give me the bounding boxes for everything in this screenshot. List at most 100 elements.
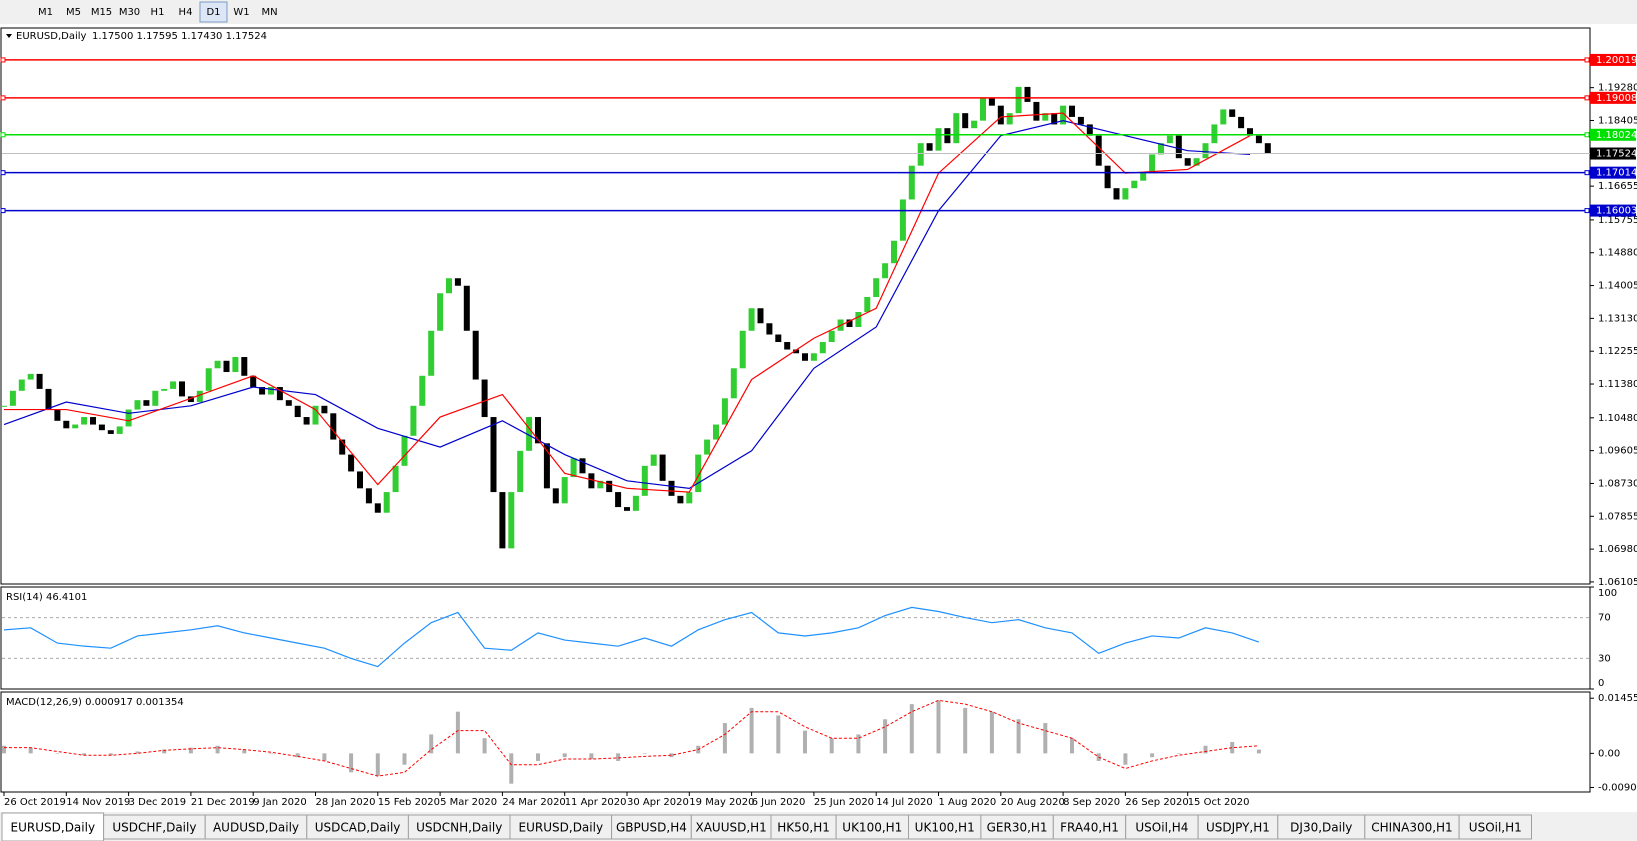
candle	[802, 353, 808, 361]
candle	[1255, 135, 1262, 144]
timeframe-button[interactable]	[172, 2, 199, 22]
y-tick-label: 0.014556	[1598, 693, 1637, 704]
candle	[1051, 113, 1058, 125]
macd-bar	[55, 753, 60, 754]
macd-bar	[108, 753, 113, 756]
tab-label[interactable]: FRA40,H1	[1060, 821, 1119, 835]
macd-bar	[1230, 742, 1235, 754]
tab[interactable]	[611, 814, 692, 840]
timeframe-label[interactable]: D1	[206, 7, 220, 18]
macd-bar	[1203, 745, 1208, 754]
tab-label[interactable]: USDCNH,Daily	[416, 821, 502, 835]
candle	[1113, 188, 1120, 200]
tab[interactable]	[407, 814, 511, 840]
tab[interactable]	[1277, 814, 1366, 840]
candle	[205, 368, 212, 391]
timeframe-button[interactable]	[32, 2, 59, 22]
macd-bar	[803, 730, 807, 754]
macd-bar	[482, 738, 487, 754]
macd-bar	[269, 753, 273, 754]
timeframe-button[interactable]	[88, 2, 115, 22]
tab-label[interactable]: GER30,H1	[987, 821, 1048, 835]
tab[interactable]	[509, 814, 613, 840]
x-tick-label: 24 Mar 2020	[502, 797, 565, 808]
candle	[615, 492, 622, 508]
tab-label[interactable]: DJ30,Daily	[1290, 821, 1352, 835]
candle	[437, 293, 444, 331]
level-label: 1.18024	[1596, 130, 1637, 141]
tab[interactable]	[690, 814, 772, 840]
candle	[374, 503, 381, 513]
candle	[259, 387, 266, 395]
tab-label[interactable]: USOil,H4	[1135, 821, 1188, 835]
timeframe-label[interactable]: H1	[151, 7, 165, 18]
tab-label[interactable]: AUDUSD,Daily	[213, 821, 299, 835]
timeframe-label[interactable]: H4	[179, 7, 193, 18]
tab-label[interactable]: EURUSD,Daily	[11, 821, 96, 835]
x-tick-label: 30 Apr 2020	[627, 797, 689, 808]
tab-label[interactable]: EURUSD,Daily	[519, 821, 604, 835]
tab[interactable]	[103, 814, 206, 840]
timeframe-label[interactable]: W1	[233, 7, 249, 18]
macd-bar	[162, 749, 167, 754]
tab-label[interactable]: GBPUSD,H4	[616, 821, 687, 835]
tab[interactable]	[770, 814, 837, 840]
level-label-box	[1590, 128, 1636, 141]
timeframe-label[interactable]: M1	[38, 7, 53, 18]
candle	[1042, 113, 1049, 121]
tab-label[interactable]: USOil,H1	[1469, 821, 1522, 835]
tab-label[interactable]: UK100,H1	[842, 821, 902, 835]
candle	[499, 492, 506, 549]
timeframe-label[interactable]: M5	[66, 7, 81, 18]
macd-bar	[856, 734, 861, 754]
y-tick-label: 1.18405	[1598, 115, 1637, 126]
candle	[508, 492, 515, 549]
candle	[63, 420, 70, 429]
timeframe-button[interactable]	[144, 2, 171, 22]
tab[interactable]	[1125, 814, 1199, 840]
candle	[81, 417, 88, 425]
signal-line	[4, 699, 1259, 777]
timeframe-button[interactable]	[199, 1, 228, 23]
tab-label[interactable]: HK50,H1	[777, 821, 830, 835]
macd-bar	[776, 715, 781, 754]
tab[interactable]	[835, 814, 909, 840]
candle	[917, 143, 924, 166]
tab[interactable]	[1458, 814, 1532, 840]
candle	[54, 409, 61, 421]
candle	[855, 312, 862, 328]
candle	[1211, 124, 1218, 144]
timeframe-button[interactable]	[116, 2, 143, 22]
candle	[27, 373, 34, 380]
tab-label[interactable]: CHINA300,H1	[1371, 821, 1453, 835]
tab-label[interactable]: USDCHF,Daily	[112, 821, 196, 835]
candle	[419, 375, 426, 406]
candle	[472, 330, 479, 380]
candle	[18, 379, 25, 391]
macd-bar	[589, 753, 594, 760]
timeframe-button[interactable]	[60, 2, 87, 22]
candle	[766, 323, 773, 335]
candle	[624, 507, 630, 511]
candle	[846, 319, 853, 328]
tab-label[interactable]: XAUUSD,H1	[695, 821, 766, 835]
timeframe-button[interactable]	[228, 2, 255, 22]
dropdown-arrow	[6, 34, 12, 38]
candle	[116, 426, 123, 434]
candle	[695, 454, 702, 493]
x-tick-label: 14 Jul 2020	[876, 797, 933, 808]
candle	[552, 488, 559, 504]
timeframe-label[interactable]: MN	[261, 7, 277, 18]
timeframe-button[interactable]	[256, 2, 283, 22]
tab-label[interactable]: UK100,H1	[915, 821, 975, 835]
tab-label[interactable]: USDJPY,H1	[1206, 821, 1270, 835]
candle	[748, 308, 755, 331]
candle	[659, 454, 666, 481]
tab[interactable]	[908, 814, 982, 840]
x-tick-label: 21 Dec 2019	[191, 797, 255, 808]
x-tick-label: 25 Jun 2020	[814, 797, 874, 808]
timeframe-label[interactable]: M15	[91, 7, 112, 18]
level-handle	[0, 57, 6, 63]
tab-label[interactable]: USDCAD,Daily	[315, 821, 401, 835]
timeframe-label[interactable]: M30	[119, 7, 140, 18]
